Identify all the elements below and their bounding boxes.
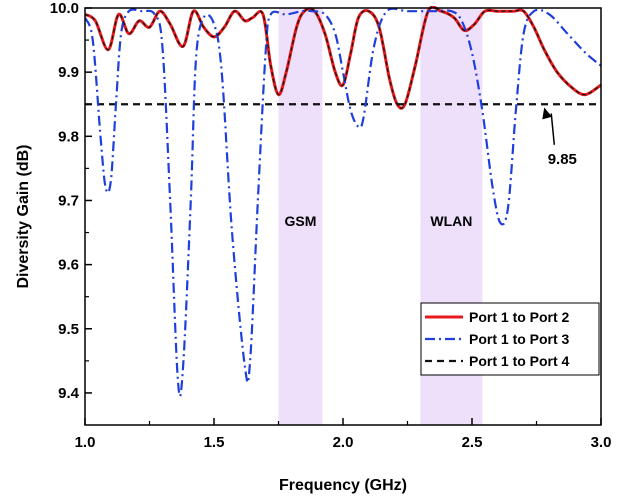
- x-tick-label: 2.0: [333, 434, 354, 451]
- legend-items: Port 1 to Port 2 Port 1 to Port 3 Port 1 t…: [425, 309, 570, 369]
- legend-label-2: Port 1 to Port 3: [469, 331, 570, 347]
- band-labels: GSM WLAN: [284, 213, 472, 229]
- y-tick-label: 10.0: [50, 0, 79, 17]
- annotation-arrowhead: [542, 107, 552, 120]
- y-tick-label: 9.7: [58, 192, 79, 209]
- legend-label-3: Port 1 to Port 4: [469, 353, 570, 369]
- y-tick-label: 9.9: [58, 64, 79, 81]
- x-axis-title: Frequency (GHz): [279, 477, 407, 494]
- x-tick-label: 2.5: [462, 434, 483, 451]
- x-tick-label: 1.0: [75, 434, 96, 451]
- legend: Port 1 to Port 2 Port 1 to Port 3 Port 1 t…: [420, 302, 600, 376]
- axis-ticks: 1.0 1.5 2.0 2.5 3.0 9.4 9.5 9.6 9.7 9.8 9.9 10.0: [50, 0, 612, 451]
- y-tick-label: 9.8: [58, 128, 79, 145]
- annotation-arrow: [550, 113, 556, 145]
- legend-label-1: Port 1 to Port 2: [469, 309, 570, 325]
- series-lines: [85, 6, 601, 398]
- x-tick-label: 1.5: [204, 434, 225, 451]
- y-axis-title: Diversity Gain (dB): [15, 144, 32, 288]
- y-tick-label: 9.6: [58, 257, 79, 274]
- series-line-2: [85, 7, 601, 398]
- series-line-1-overlay: [85, 6, 601, 109]
- threshold-annotation: 9.85: [542, 107, 577, 168]
- x-tick-label: 3.0: [591, 434, 612, 451]
- y-tick-label: 9.4: [58, 385, 80, 402]
- annotation-label: 9.85: [548, 151, 577, 168]
- band-label-gsm: GSM: [284, 213, 316, 229]
- y-tick-label: 9.5: [58, 321, 79, 338]
- band-label-wlan: WLAN: [430, 213, 472, 229]
